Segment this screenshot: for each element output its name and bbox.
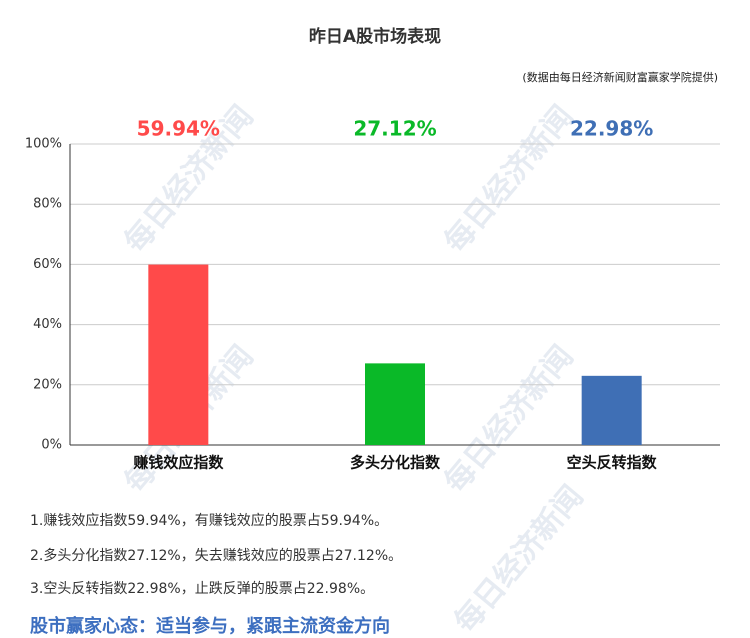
chart-subtitle: (数据由每日经济新闻财富赢家学院提供) bbox=[522, 70, 718, 84]
value-label: 27.12% bbox=[353, 117, 436, 141]
y-tick-label: 80% bbox=[33, 197, 62, 212]
bar bbox=[581, 375, 642, 445]
bar bbox=[148, 264, 209, 445]
note: 1.赚钱效应指数59.94%，有赚钱效应的股票占59.94%。 bbox=[30, 512, 388, 529]
watermark: 每日经济新闻 bbox=[438, 99, 581, 259]
y-tick-label: 0% bbox=[41, 438, 62, 453]
chart-title: 昨日A股市场表现 bbox=[309, 26, 441, 47]
y-tick-label: 40% bbox=[33, 317, 62, 332]
watermark: 每日经济新闻 bbox=[438, 339, 581, 499]
value-label: 22.98% bbox=[570, 117, 653, 141]
y-tick-label: 60% bbox=[33, 257, 62, 272]
value-label: 59.94% bbox=[137, 117, 220, 141]
x-tick-label: 赚钱效应指数 bbox=[132, 454, 224, 472]
note: 2.多头分化指数27.12%，失去赚钱效应的股票占27.12%。 bbox=[30, 547, 402, 564]
x-tick-label: 多头分化指数 bbox=[350, 454, 441, 472]
slogan: 股市赢家心态：适当参与，紧跟主流资金方向 bbox=[29, 615, 390, 637]
x-tick-label: 空头反转指数 bbox=[567, 454, 658, 472]
bar bbox=[365, 363, 425, 445]
watermark: 每日经济新闻 bbox=[448, 479, 591, 638]
y-tick-label: 20% bbox=[33, 377, 62, 392]
y-tick-label: 100% bbox=[25, 137, 62, 152]
note: 3.空头反转指数22.98%，止跌反弹的股票占22.98%。 bbox=[30, 581, 374, 597]
